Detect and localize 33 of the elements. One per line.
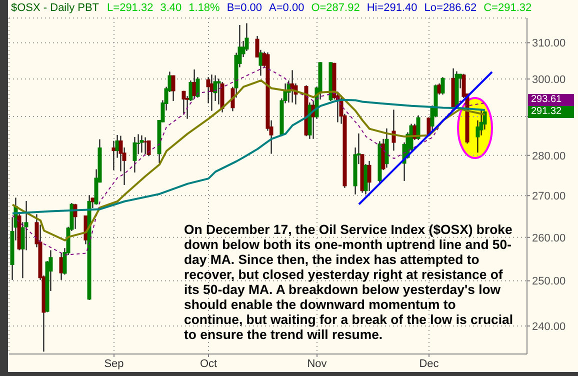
text: C=291.32 <box>484 2 532 14</box>
candlestick <box>132 136 137 173</box>
candlestick <box>59 252 64 280</box>
x-tick-label: Sep <box>104 358 124 370</box>
candlestick <box>143 136 148 155</box>
text: Lo=286.62 <box>424 2 477 14</box>
y-tick-label: 280.00 <box>532 150 566 162</box>
text: L=291.32 <box>107 2 154 14</box>
candlestick <box>440 76 445 96</box>
text: 3.40 <box>160 2 182 14</box>
y-tick-label: 250.00 <box>532 276 566 288</box>
y-tick-label: 240.00 <box>532 320 566 333</box>
annotation: On December 17, the Oil Service Index ($OSX) broke down below both its one-month uptrend line and 50-day MA. Since then, the index has attempted to recover, but closed yesterday right at resistance of its 50-day MA. A breakdown below yesterday's low should enable the downward momentum to continue, but waiting for a break of the low is crucial to ensure the trend will resume. <box>184 222 514 342</box>
candlestick <box>171 74 176 102</box>
y-tick-label: 260.00 <box>532 232 566 244</box>
text: A=0.00 <box>269 2 304 14</box>
x-tick-label: Nov <box>307 358 328 370</box>
text: 293.61 <box>528 94 574 106</box>
y-tick-label: 270.00 <box>532 190 566 203</box>
chart-title: $OSX - Daily PBT <box>11 2 100 14</box>
text: O=287.92 <box>311 2 360 14</box>
candlestick <box>367 160 372 192</box>
candlestick <box>416 114 420 141</box>
candlestick <box>140 134 144 154</box>
text: Hi=291.40 <box>366 2 418 14</box>
y-tick-label: 300.00 <box>532 74 566 86</box>
candlestick <box>182 90 186 116</box>
text: B=0.00 <box>226 2 262 14</box>
x-tick-label: Dec <box>419 358 440 370</box>
text: 1.18% <box>188 2 220 14</box>
text: 291.32 <box>528 106 574 118</box>
x-tick-label: Oct <box>200 358 218 370</box>
y-tick-label: 310.00 <box>532 38 566 50</box>
